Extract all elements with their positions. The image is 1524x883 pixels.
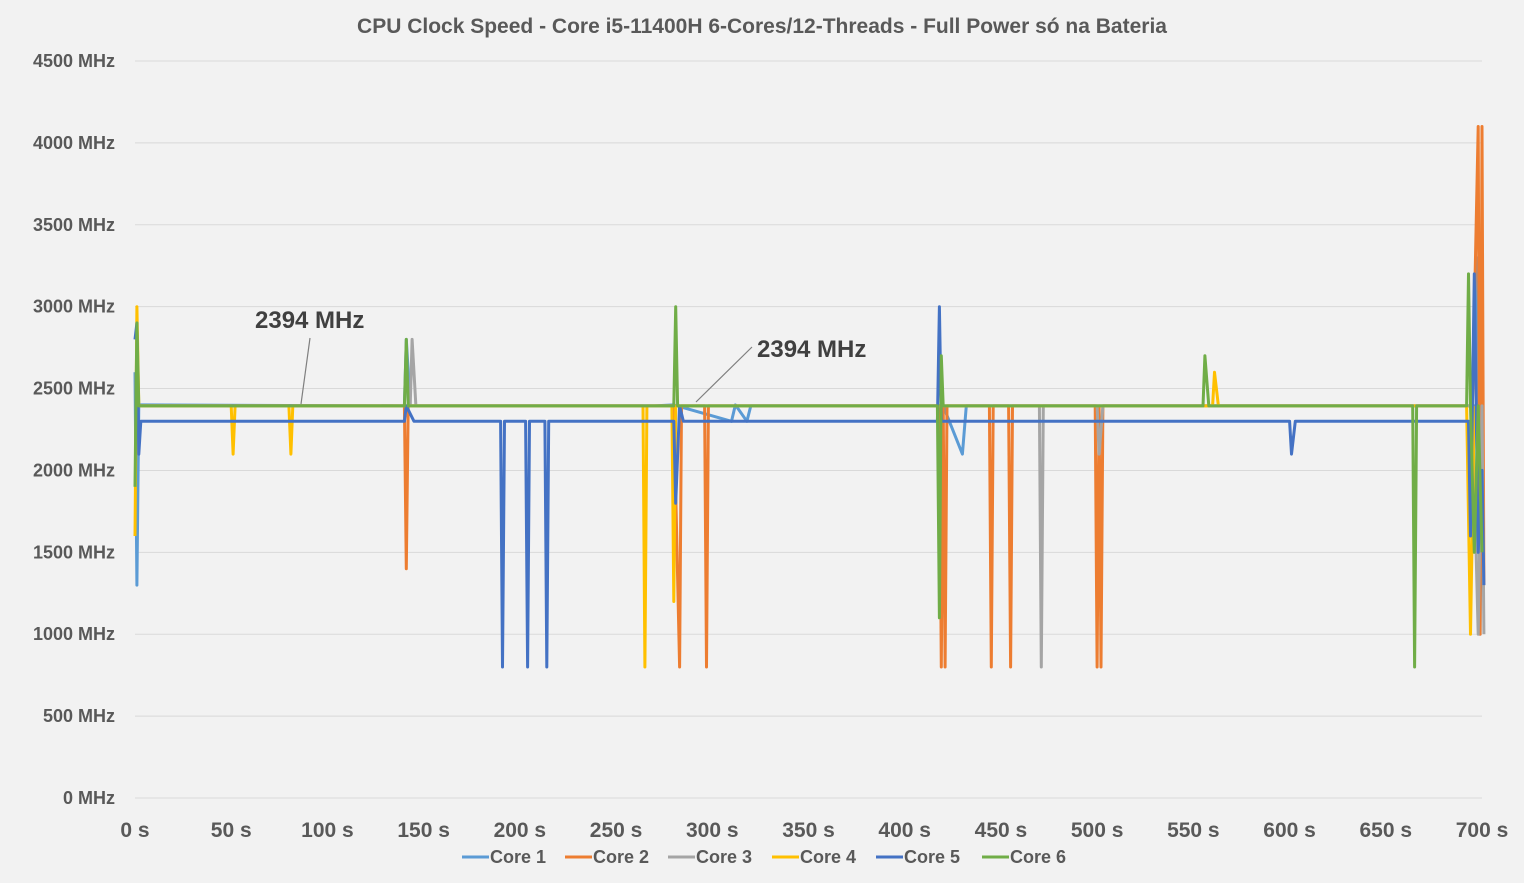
y-axis-ticks: 0 MHz 500 MHz 1000 MHz 1500 MHz 2000 MHz 2500… [33,51,115,808]
x-tick-label: 250 s [590,819,643,842]
x-tick-label: 700 s [1456,819,1509,842]
x-tick-label: 300 s [686,819,739,842]
x-tick-label: 650 s [1360,819,1413,842]
x-tick-label: 350 s [782,819,835,842]
x-tick-label: 400 s [878,819,931,842]
y-tick-label: 0 MHz [63,788,115,808]
x-tick-label: 100 s [301,819,354,842]
legend-label: Core 2 [593,847,649,867]
annotation-layer: 2394 MHz 2394 MHz [255,307,866,405]
x-axis-ticks: 0 s 50 s 100 s 150 s 200 s 250 s 300 s 350 s 400… [120,819,1508,842]
x-tick-label: 200 s [494,819,547,842]
y-tick-label: 4500 MHz [33,51,115,71]
y-tick-label: 1000 MHz [33,624,115,644]
x-tick-label: 150 s [397,819,450,842]
y-tick-label: 3000 MHz [33,297,115,317]
y-tick-label: 4000 MHz [33,133,115,153]
x-tick-label: 550 s [1167,819,1220,842]
legend: Core 1 Core 2 Core 3 Core 4 Core 5 Core 6 [462,847,1066,867]
grid-layer [135,60,1482,799]
x-tick-label: 600 s [1263,819,1316,842]
series-line-core-5 [133,272,1486,669]
x-tick-label: 0 s [120,819,149,842]
y-tick-label: 2500 MHz [33,379,115,399]
y-tick-label: 3500 MHz [33,215,115,235]
legend-label: Core 4 [800,847,856,867]
series-line-core-2 [135,125,1486,669]
annotation-leader [300,337,311,405]
series-layer [133,125,1486,669]
legend-label: Core 1 [490,847,546,867]
annotation-leader [695,346,753,403]
x-tick-label: 50 s [211,819,252,842]
y-tick-label: 2000 MHz [33,460,115,480]
x-tick-label: 500 s [1071,819,1124,842]
legend-label: Core 6 [1010,847,1066,867]
y-tick-label: 1500 MHz [33,542,115,562]
x-tick-label: 450 s [975,819,1028,842]
legend-label: Core 3 [696,847,752,867]
legend-label: Core 5 [904,847,960,867]
chart-title: CPU Clock Speed - Core i5-11400H 6-Cores… [357,15,1167,38]
series-line-core-6 [133,272,1484,669]
annotation-label: 2394 MHz [757,336,866,363]
y-tick-label: 500 MHz [43,706,115,726]
annotation-label: 2394 MHz [255,307,364,334]
